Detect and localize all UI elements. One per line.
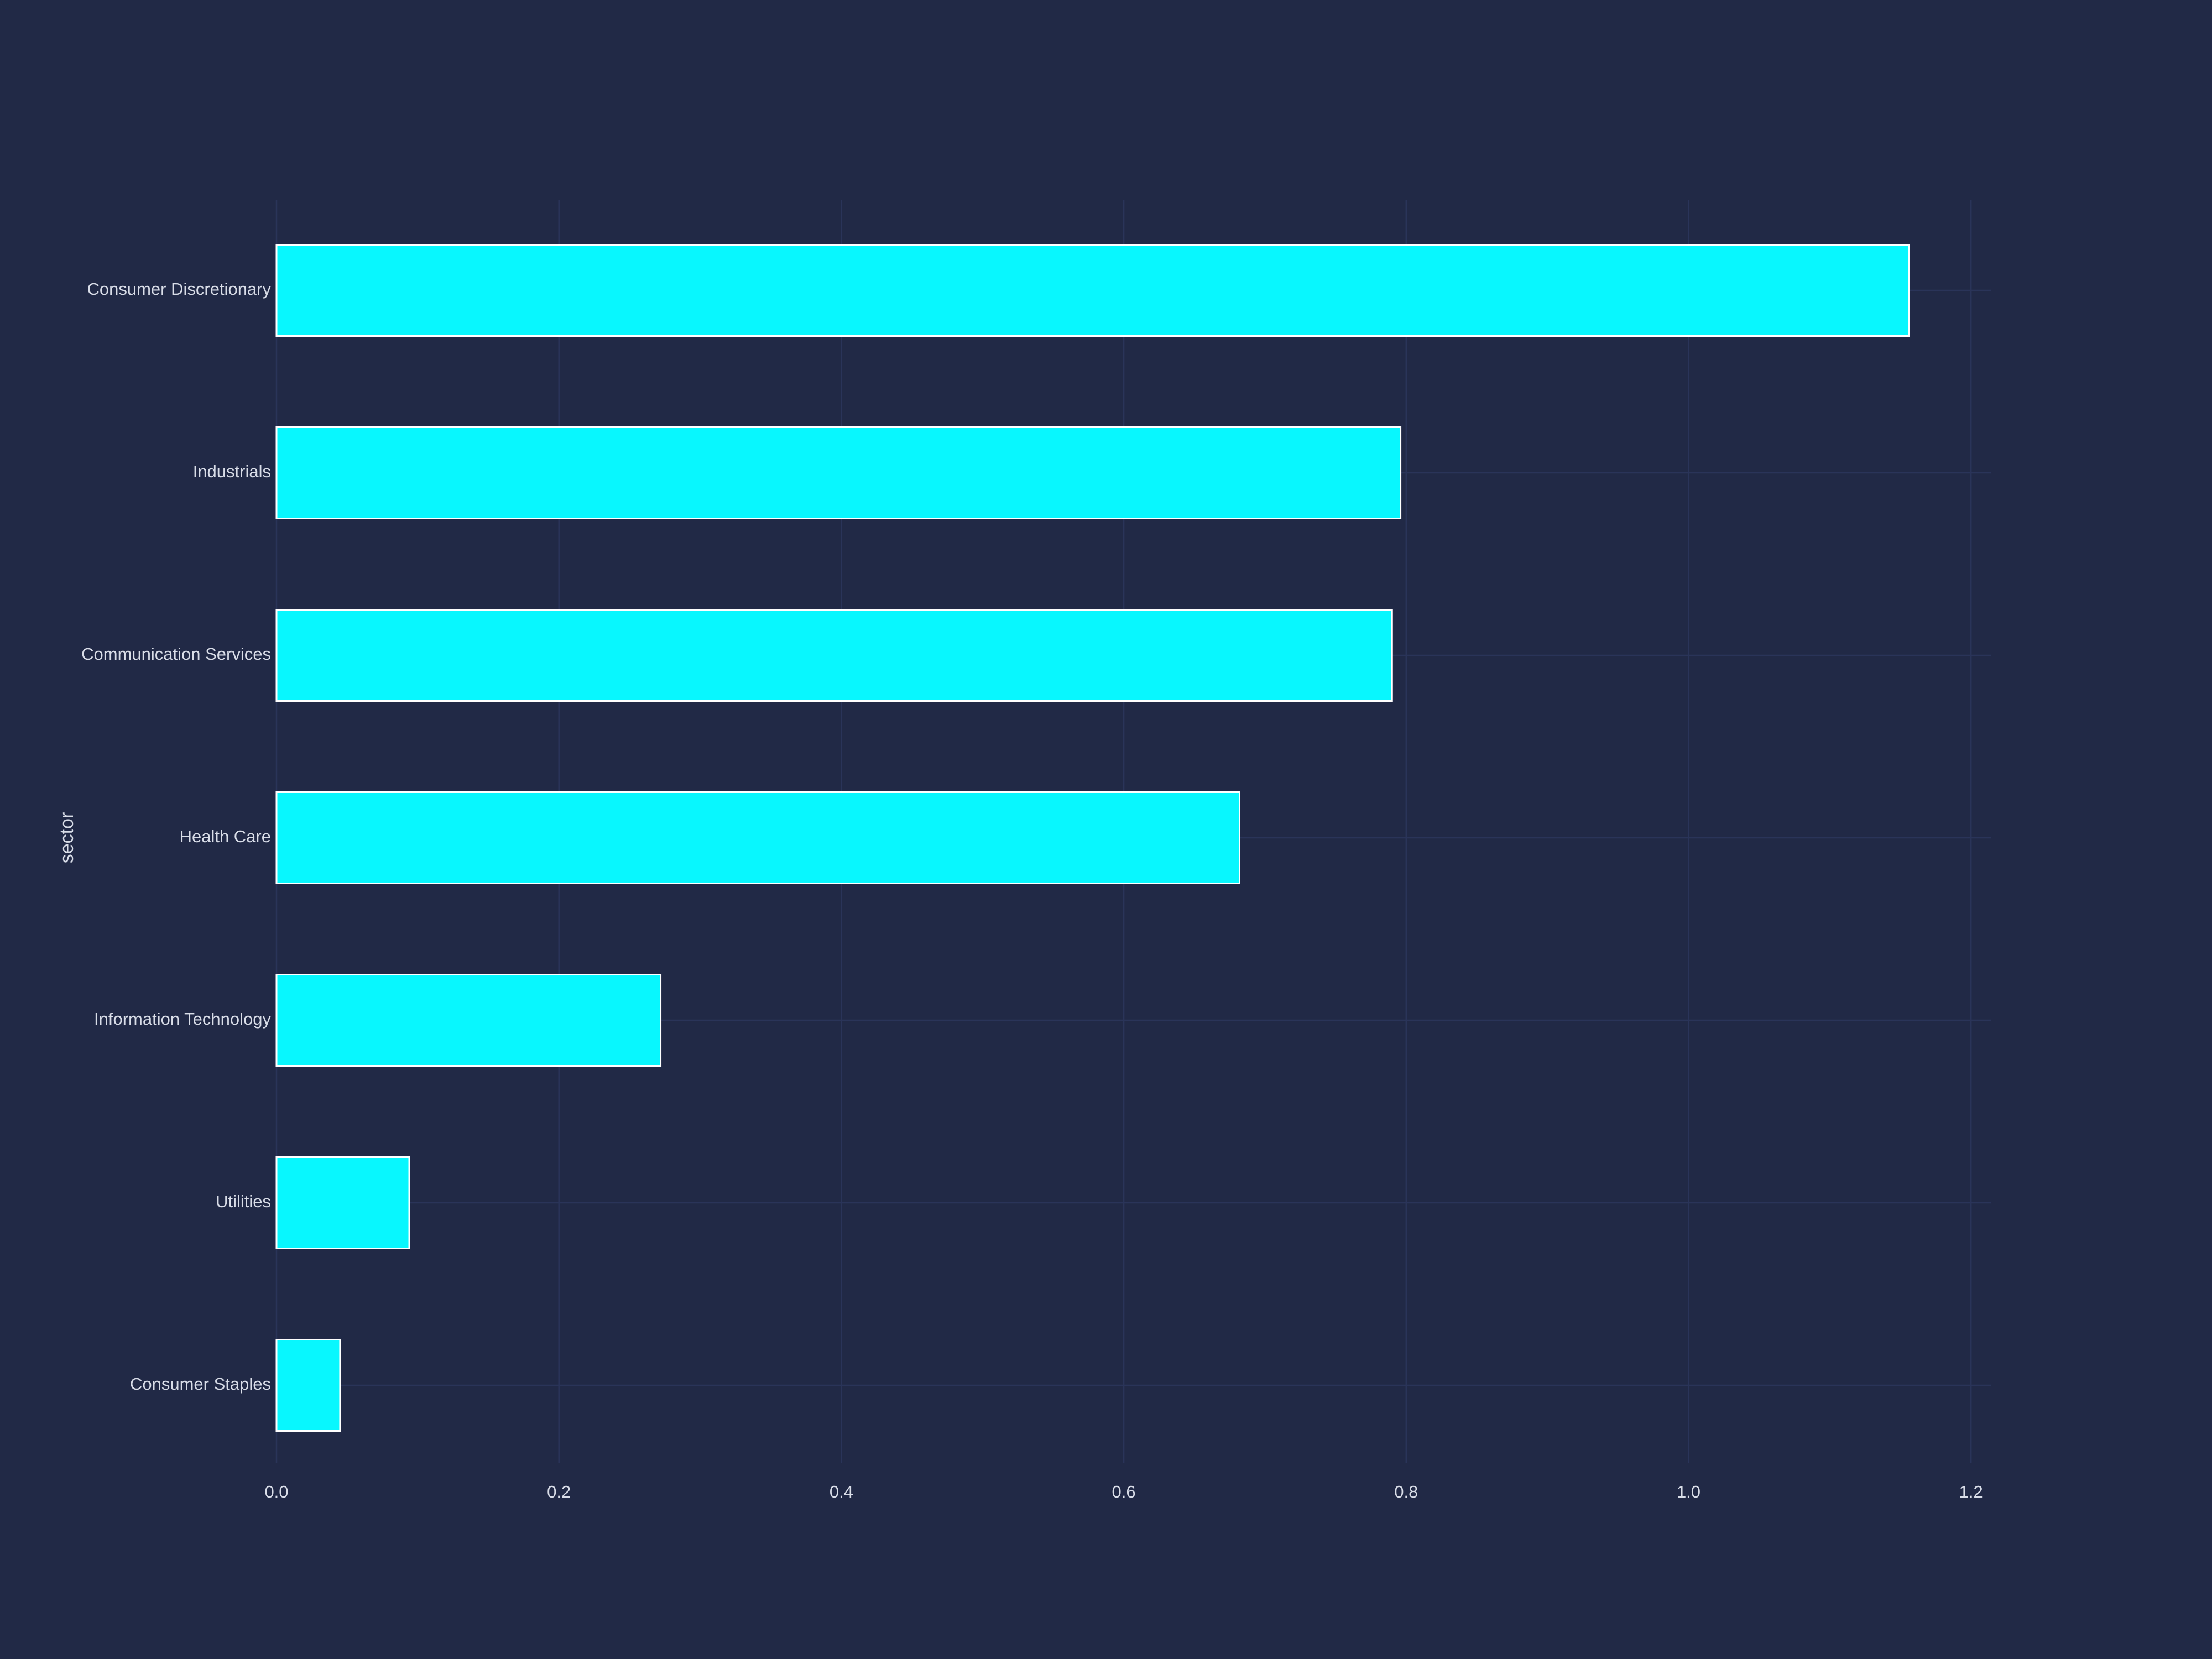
bar [275,974,662,1067]
bar [275,791,1240,884]
bar [275,426,1402,519]
x-tick-label: 1.0 [1677,1482,1700,1501]
bar [275,1156,410,1249]
bar [275,244,1910,337]
x-tick-label: 0.4 [830,1482,853,1501]
y-tick-label: Industrials [193,462,271,481]
y-tick-label: Health Care [180,827,271,846]
y-tick-label: Information Technology [94,1009,271,1029]
x-tick-label: 0.2 [547,1482,571,1501]
x-tick-label: 0.0 [264,1482,288,1501]
x-tick-label: 0.8 [1394,1482,1418,1501]
bar [275,609,1393,702]
x-tick-label: 1.2 [1959,1482,1983,1501]
x-tick-labels: 0.0 0.2 0.4 0.6 0.8 1.0 1.2 [264,1482,1983,1501]
y-tick-label: Consumer Staples [130,1374,271,1394]
y-tick-labels: Consumer Discretionary Industrials Communi… [81,279,271,1394]
y-tick-label: Consumer Discretionary [87,279,272,299]
y-axis-title: sector [56,812,77,864]
y-tick-label: Utilities [216,1192,271,1211]
x-tick-label: 0.6 [1112,1482,1136,1501]
bars [275,244,1910,1432]
y-tick-label: Communication Services [81,644,271,664]
bar [275,1339,341,1432]
